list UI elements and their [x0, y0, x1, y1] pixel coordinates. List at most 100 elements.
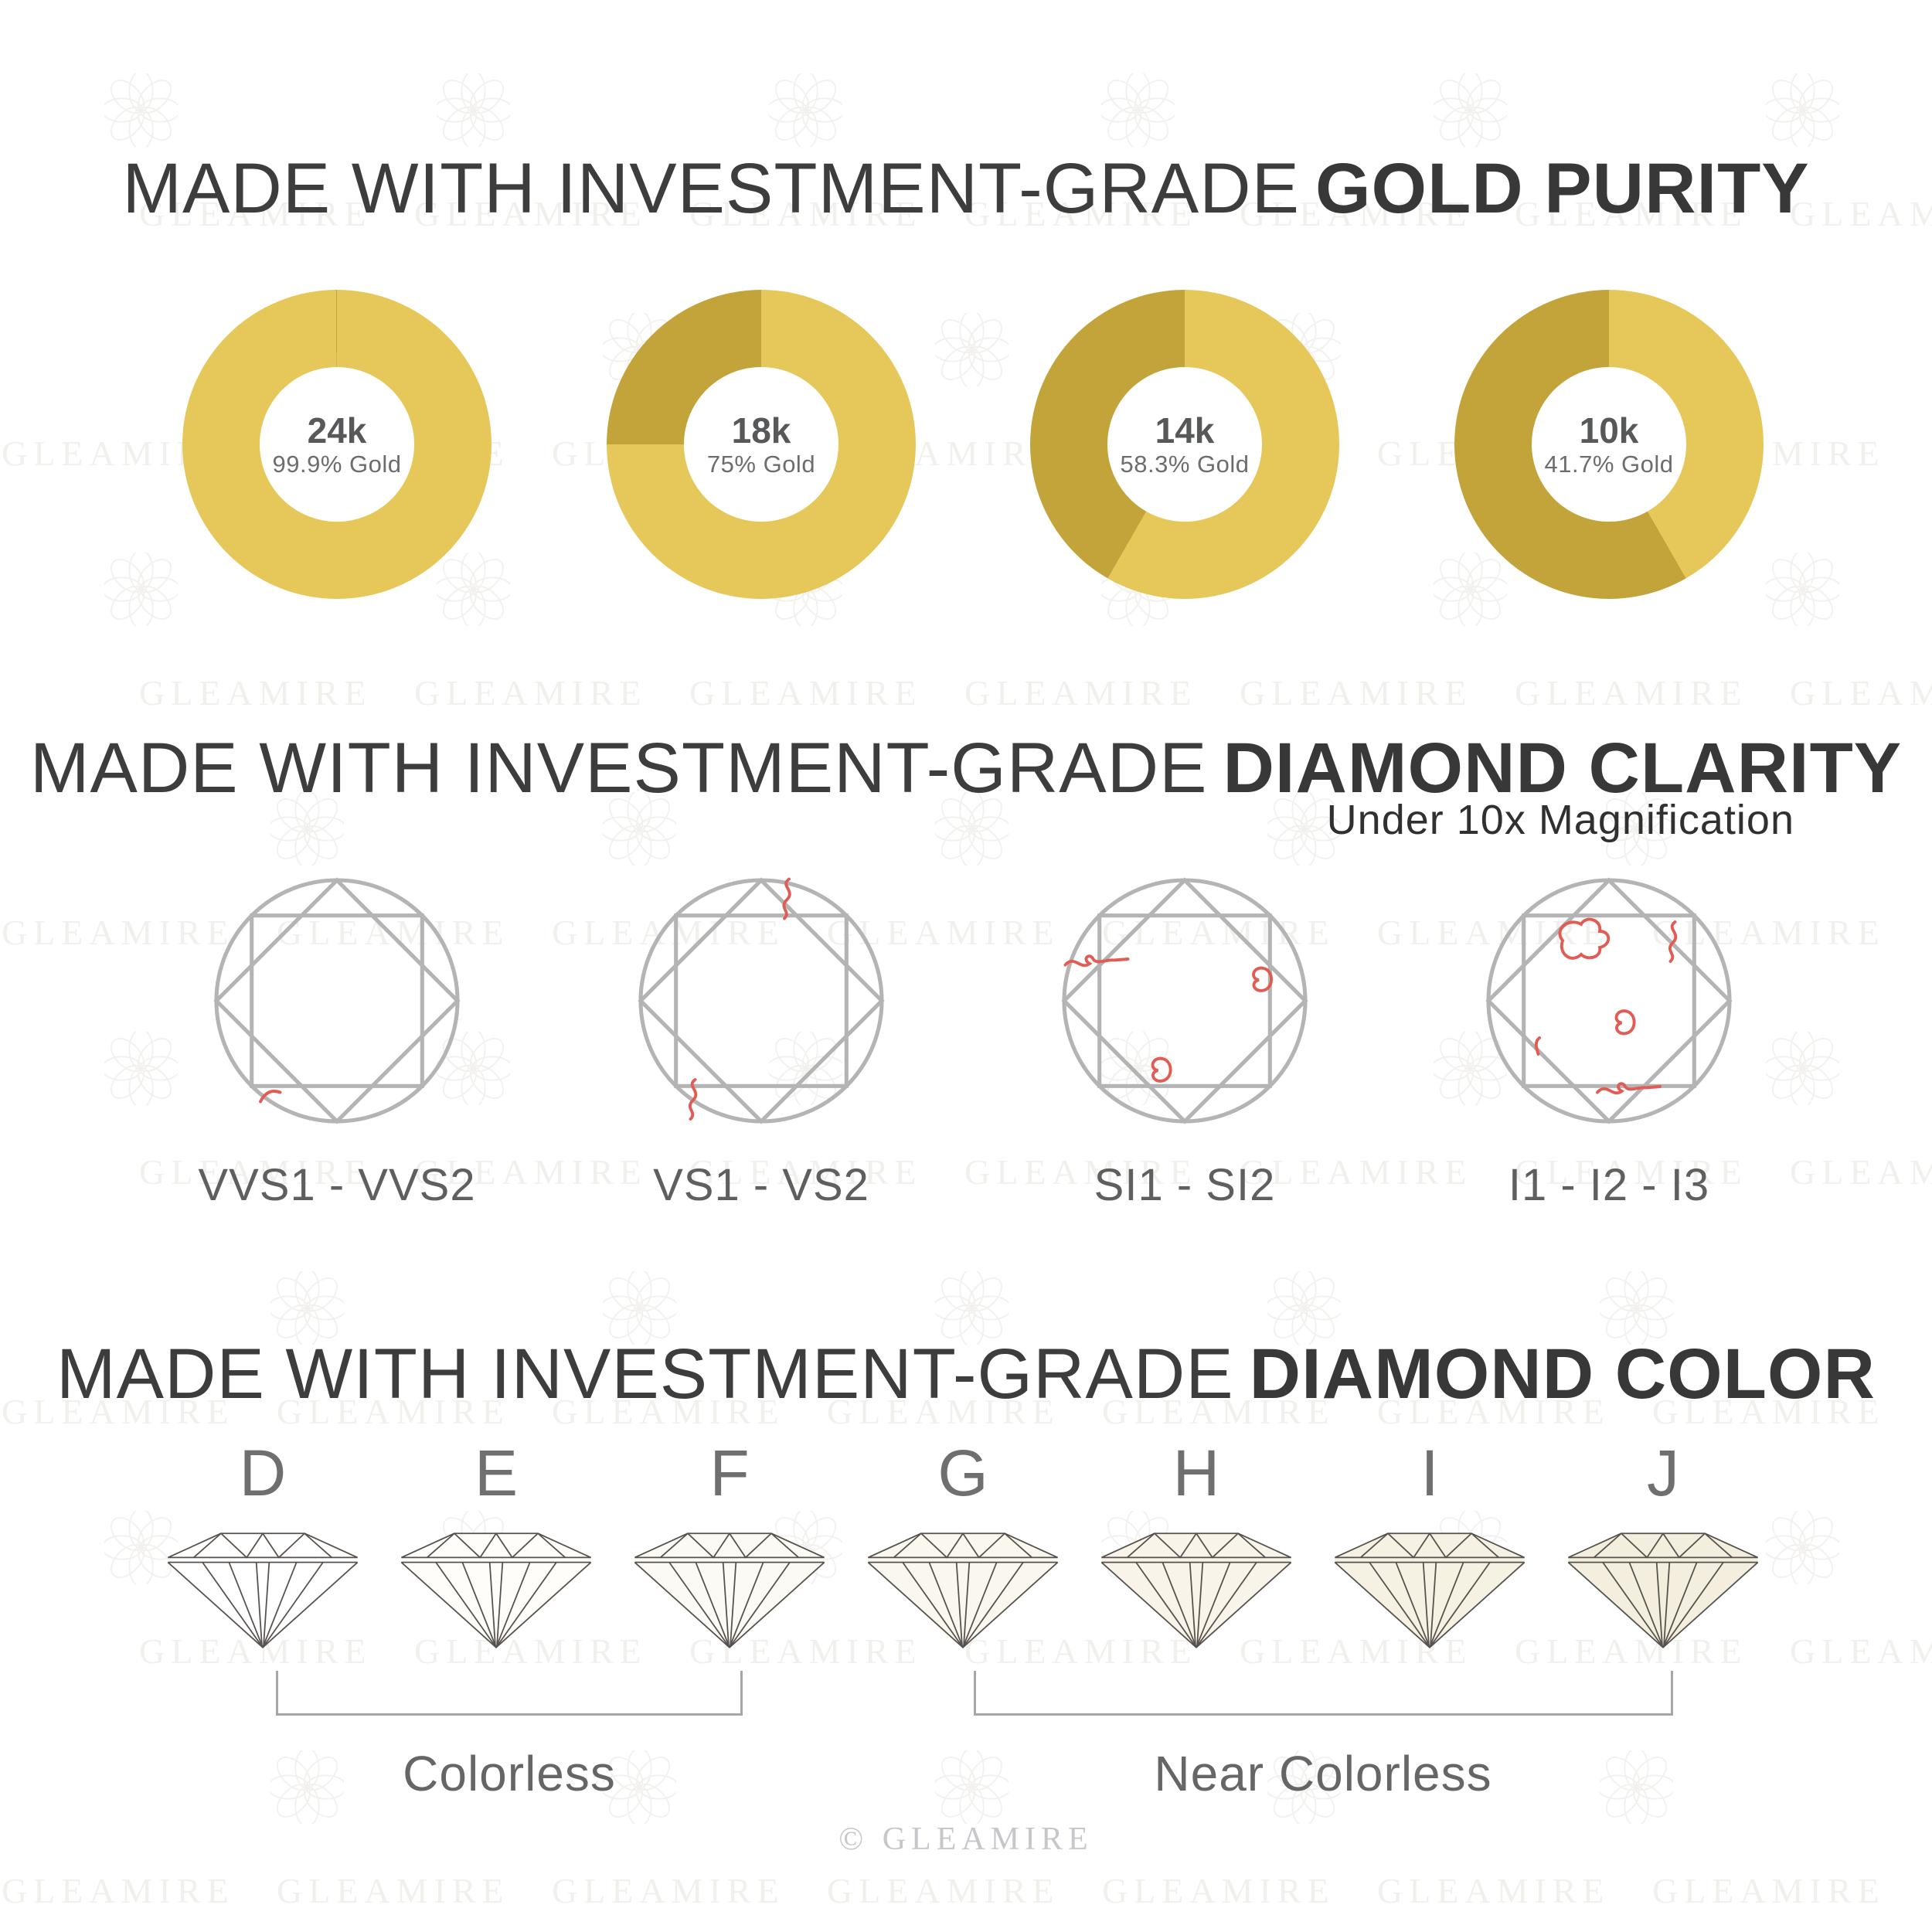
- gold-percentage: 99.9% Gold: [272, 451, 402, 478]
- karat-value: 24k: [307, 410, 367, 451]
- brand-logo-watermark: [267, 1747, 347, 1828]
- clarity-grade-label: VS1 - VS2: [653, 1160, 869, 1210]
- brand-logo-watermark: [1430, 70, 1510, 151]
- brand-logo-watermark: [434, 70, 513, 151]
- colorless-group-label: Colorless: [403, 1746, 616, 1801]
- brand-logo-watermark: [1763, 70, 1842, 151]
- near-colorless-group-label: Near Colorless: [1154, 1746, 1492, 1801]
- diamond-profile-e: [400, 1529, 593, 1651]
- diamond-profile-d: [166, 1529, 359, 1651]
- brand-text-watermark: GLEAMIRE: [827, 913, 1060, 952]
- near-colorless-bracket: [974, 1671, 1673, 1716]
- color-title-bold: DIAMOND COLOR: [1249, 1335, 1876, 1413]
- gold-purity-title: MADE WITH INVESTMENT-GRADE GOLD PURITY: [0, 148, 1932, 230]
- brand-logo-watermark: [101, 70, 181, 151]
- clarity-diagram-vs: [634, 873, 889, 1128]
- brand-text-watermark: GLEAMIRE: [1652, 913, 1886, 952]
- brand-text-watermark: GLEAMIRE: [414, 194, 648, 233]
- gold-percentage: 41.7% Gold: [1544, 451, 1674, 478]
- brand-text-watermark: GLEAMIRE: [1790, 1152, 1932, 1192]
- brand-text-watermark: GLEAMIRE: [964, 194, 1198, 233]
- color-grade-letter-e: E: [474, 1437, 519, 1509]
- brand-text-watermark: GLEAMIRE: [139, 194, 372, 233]
- gold-title-prefix: MADE WITH INVESTMENT-GRADE: [122, 149, 1300, 228]
- brand-text-watermark: GLEAMIRE: [2, 913, 235, 952]
- diamond-profile-j: [1566, 1529, 1760, 1651]
- diamond-profile-f: [633, 1529, 826, 1651]
- brand-logo-watermark: [1430, 1029, 1510, 1109]
- brand-text-watermark: GLEAMIRE: [552, 1392, 785, 1431]
- brand-text-watermark: GLEAMIRE: [552, 1871, 785, 1910]
- clarity-title-prefix: MADE WITH INVESTMENT-GRADE: [29, 729, 1208, 808]
- donut-chart-18k: 18k 75% Gold: [607, 290, 916, 599]
- color-grade-letter-j: J: [1647, 1437, 1679, 1509]
- gold-percentage: 75% Gold: [706, 451, 816, 478]
- diamond-profile-g: [866, 1529, 1060, 1651]
- brand-text-watermark: GLEAMIRE: [689, 673, 923, 713]
- brand-text-watermark: GLEAMIRE: [1515, 1631, 1748, 1671]
- clarity-grade-label: VVS1 - VVS2: [198, 1160, 476, 1210]
- color-grade-letter-f: F: [709, 1437, 750, 1509]
- color-title-prefix: MADE WITH INVESTMENT-GRADE: [56, 1335, 1234, 1413]
- brand-text-watermark: GLEAMIRE: [1790, 1631, 1932, 1671]
- diamond-profile-i: [1333, 1529, 1526, 1651]
- brand-text-watermark: GLEAMIRE: [139, 673, 372, 713]
- color-grade-letter-h: H: [1172, 1437, 1220, 1509]
- donut-chart-14k: 14k 58.3% Gold: [1030, 290, 1339, 599]
- donut-hole: 18k 75% Gold: [684, 367, 838, 522]
- copyright-footer: © GLEAMIRE: [838, 1821, 1094, 1857]
- brand-text-watermark: GLEAMIRE: [827, 1392, 1060, 1431]
- brand-text-watermark: GLEAMIRE: [1102, 1392, 1335, 1431]
- clarity-grade-label: SI1 - SI2: [1094, 1160, 1276, 1210]
- brand-text-watermark: GLEAMIRE: [1102, 1871, 1335, 1910]
- brand-logo-watermark: [1597, 1268, 1676, 1349]
- brand-text-watermark: GLEAMIRE: [1652, 1392, 1886, 1431]
- magnification-note: Under 10x Magnification: [1326, 797, 1794, 843]
- colorless-bracket: [276, 1671, 743, 1716]
- brand-text-watermark: GLEAMIRE: [964, 1152, 1198, 1192]
- brand-text-watermark: GLEAMIRE: [1377, 913, 1611, 952]
- brand-text-watermark: GLEAMIRE: [689, 1152, 923, 1192]
- brand-text-watermark: GLEAMIRE: [2, 1392, 235, 1431]
- brand-text-watermark: GLEAMIRE: [2, 1871, 235, 1910]
- color-grade-letter-g: G: [937, 1437, 988, 1509]
- brand-text-watermark: GLEAMIRE: [139, 1152, 372, 1192]
- brand-text-watermark: GLEAMIRE: [1790, 194, 1932, 233]
- diamond-clarity-title: MADE WITH INVESTMENT-GRADE DIAMOND CLARIT…: [0, 728, 1932, 809]
- donut-hole: 24k 99.9% Gold: [260, 367, 414, 522]
- brand-text-watermark: GLEAMIRE: [964, 673, 1198, 713]
- brand-logo-watermark: [932, 1268, 1012, 1349]
- gold-title-bold: GOLD PURITY: [1315, 149, 1810, 228]
- donut-chart-10k: 10k 41.7% Gold: [1454, 290, 1764, 599]
- karat-value: 18k: [731, 410, 791, 451]
- brand-text-watermark: GLEAMIRE: [552, 913, 785, 952]
- brand-text-watermark: GLEAMIRE: [689, 194, 923, 233]
- brand-logo-watermark: [1264, 1747, 1344, 1828]
- clarity-diagram-vvs: [209, 873, 464, 1128]
- karat-value: 14k: [1155, 410, 1215, 451]
- brand-text-watermark: GLEAMIRE: [1240, 1152, 1473, 1192]
- brand-text-watermark: GLEAMIRE: [414, 673, 648, 713]
- clarity-diagram-si: [1057, 873, 1312, 1128]
- brand-text-watermark: GLEAMIRE: [1515, 1152, 1748, 1192]
- brand-text-watermark: GLEAMIRE: [1240, 194, 1473, 233]
- diamond-profile-h: [1100, 1529, 1293, 1651]
- clarity-title-bold: DIAMOND CLARITY: [1223, 729, 1903, 808]
- brand-text-watermark: GLEAMIRE: [1790, 673, 1932, 713]
- brand-text-watermark: GLEAMIRE: [1240, 673, 1473, 713]
- brand-text-watermark: GLEAMIRE: [414, 1631, 648, 1671]
- brand-logo-watermark: [600, 1747, 679, 1828]
- brand-logo-watermark: [932, 310, 1012, 390]
- clarity-grade-label: I1 - I2 - I3: [1508, 1160, 1710, 1210]
- diamond-color-title: MADE WITH INVESTMENT-GRADE DIAMOND COLOR: [0, 1334, 1932, 1415]
- brand-text-watermark: GLEAMIRE: [1515, 194, 1748, 233]
- brand-text-watermark: GLEAMIRE: [1377, 1392, 1611, 1431]
- brand-text-watermark: GLEAMIRE: [277, 1871, 510, 1910]
- donut-hole: 10k 41.7% Gold: [1532, 367, 1686, 522]
- brand-text-watermark: GLEAMIRE: [1652, 1871, 1886, 1910]
- color-grade-letter-i: I: [1420, 1437, 1439, 1509]
- gold-percentage: 58.3% Gold: [1120, 451, 1250, 478]
- brand-text-watermark: GLEAMIRE: [277, 1392, 510, 1431]
- color-grade-letter-d: D: [239, 1437, 287, 1509]
